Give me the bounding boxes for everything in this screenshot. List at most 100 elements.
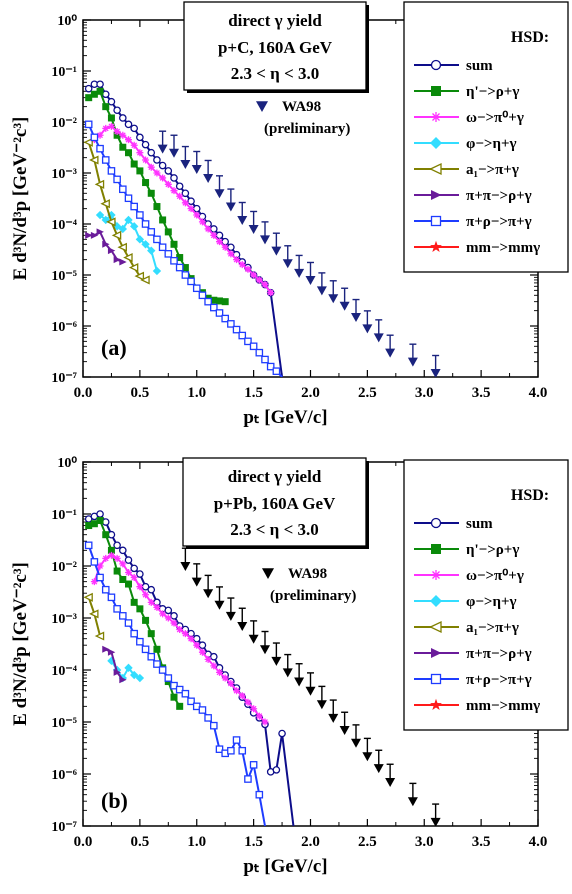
series-point xyxy=(83,137,93,147)
series-point xyxy=(102,124,110,132)
series-point xyxy=(238,261,246,269)
series-point xyxy=(216,668,223,676)
series-point xyxy=(124,215,133,225)
series-point xyxy=(107,97,116,106)
series-point xyxy=(170,187,178,195)
wa98-point xyxy=(316,700,327,710)
series-point xyxy=(124,556,133,564)
series-point xyxy=(176,702,184,710)
legend-marker xyxy=(431,190,442,200)
y-tick-label: 10⁻⁵ xyxy=(51,269,77,284)
series-point xyxy=(244,265,252,273)
x-tick-label: 3.5 xyxy=(472,834,491,850)
series-point xyxy=(153,156,161,164)
series-point xyxy=(125,149,132,157)
series-point xyxy=(136,570,144,578)
series-point xyxy=(129,670,139,680)
series-point xyxy=(187,635,195,643)
series-point xyxy=(267,289,275,297)
series-point xyxy=(102,645,110,653)
legend-marker xyxy=(430,517,442,529)
series-point xyxy=(141,220,150,228)
series-point xyxy=(124,619,133,627)
x-tick-label: 4.0 xyxy=(529,385,548,401)
y-tick-label: 10⁻⁷ xyxy=(51,371,77,386)
series-point xyxy=(221,243,229,251)
legend-marker xyxy=(430,215,442,227)
wa98-point xyxy=(260,645,270,655)
x-tick-label: 0.5 xyxy=(131,834,150,850)
series-point xyxy=(153,660,161,668)
wa98-legend-marker xyxy=(256,101,268,112)
y-tick-label: 10⁻³ xyxy=(51,612,77,627)
series-point xyxy=(96,573,104,582)
wa98-point xyxy=(214,600,225,610)
series-point xyxy=(147,585,156,594)
wa98-point xyxy=(305,686,316,696)
series-point xyxy=(244,698,252,706)
panel-label: (b) xyxy=(101,788,128,813)
y-tick-label: 10⁰ xyxy=(57,456,77,471)
series-point xyxy=(100,199,110,209)
series-point xyxy=(181,271,190,279)
wa98-legend-marker xyxy=(262,568,274,579)
wa98-point xyxy=(430,368,441,377)
series-point xyxy=(84,120,93,129)
wa98-point xyxy=(305,275,316,285)
series-point xyxy=(135,235,145,244)
y-axis-label: E d³N/d³p [GeV⁻²c³] xyxy=(10,117,31,281)
series-point xyxy=(96,144,104,153)
series-point xyxy=(107,593,116,602)
series-point xyxy=(170,240,178,248)
series-point xyxy=(238,331,247,340)
series-point xyxy=(119,546,127,555)
wa98-point xyxy=(248,634,259,644)
wa98-point xyxy=(294,677,305,687)
panel-label: (a) xyxy=(101,335,127,360)
series-point xyxy=(119,258,127,266)
series-point xyxy=(255,712,263,720)
series-point xyxy=(134,271,145,281)
series-point xyxy=(176,254,184,262)
series-point xyxy=(227,746,235,755)
series-point xyxy=(130,124,138,133)
series-point xyxy=(181,264,189,272)
series-point xyxy=(142,179,150,187)
series-point xyxy=(250,271,258,279)
series-point xyxy=(159,216,167,224)
series-point xyxy=(221,674,229,682)
legend-label: π+ρ−>π+γ xyxy=(466,672,532,688)
wa98-point xyxy=(271,656,282,666)
wa98-point xyxy=(271,246,282,256)
series-point xyxy=(140,275,150,285)
header-line-1: direct γ yield xyxy=(228,467,322,486)
series-point xyxy=(204,225,212,233)
series-point xyxy=(198,218,206,226)
wa98-point xyxy=(260,235,270,245)
series-point xyxy=(113,567,121,575)
series-point xyxy=(147,652,156,661)
wa98-point xyxy=(373,764,384,774)
series-point xyxy=(164,614,172,622)
series-point xyxy=(187,277,195,286)
series-point xyxy=(210,296,218,304)
series-point xyxy=(187,697,195,706)
series-point xyxy=(89,609,99,619)
wa98-point xyxy=(385,778,396,788)
series-point xyxy=(198,291,207,300)
series-point xyxy=(90,520,98,528)
series-point xyxy=(83,592,93,602)
series-point xyxy=(158,243,167,252)
series-point xyxy=(113,106,121,115)
y-tick-label: 10⁻⁴ xyxy=(51,664,77,679)
series-point xyxy=(193,641,201,649)
series-point xyxy=(125,568,132,576)
series-point xyxy=(136,149,144,157)
series-point xyxy=(272,766,281,774)
series-point xyxy=(170,619,178,627)
y-tick-label: 10⁰ xyxy=(57,14,77,29)
series-point xyxy=(266,362,275,371)
legend-title: HSD: xyxy=(511,29,549,46)
series-point xyxy=(90,133,99,142)
y-tick-label: 10⁻¹ xyxy=(51,508,77,523)
